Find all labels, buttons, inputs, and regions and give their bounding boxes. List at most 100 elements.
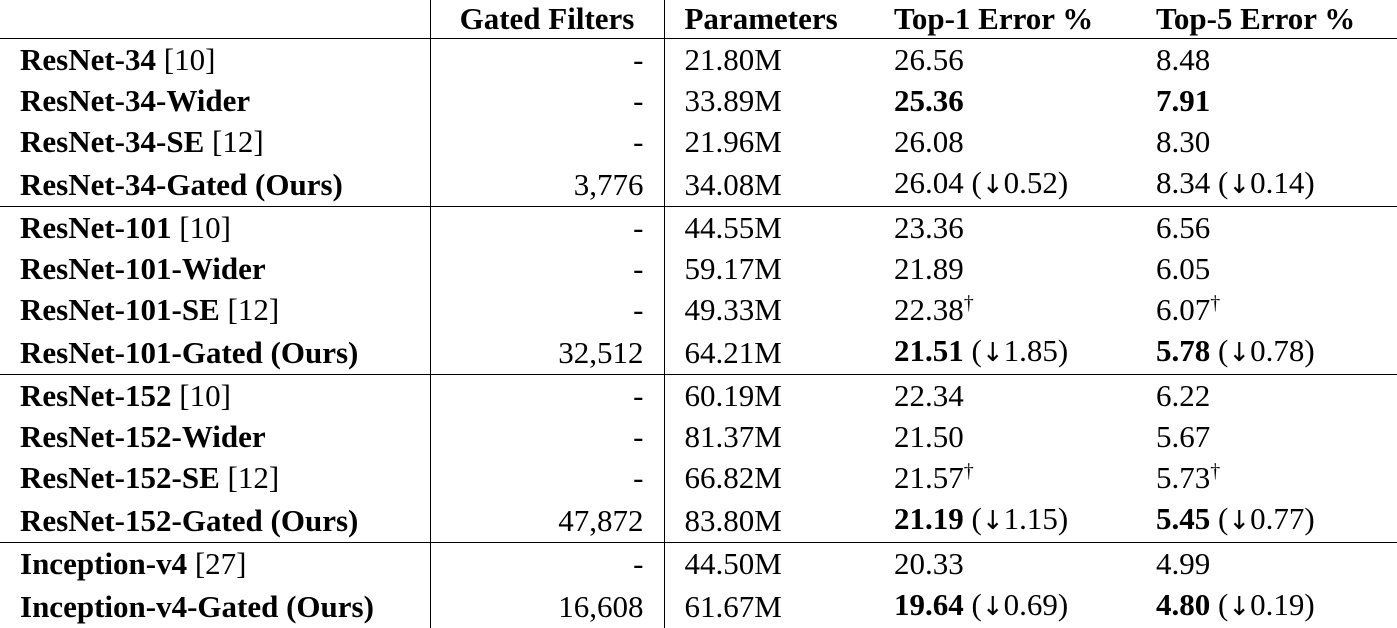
down-arrow-icon: ↓ [1228,338,1250,368]
model-citation: [10] [172,378,231,413]
model-name: ResNet-34-SE [20,124,204,159]
gated-filters-cell: 3,776 [430,162,664,207]
gated-filters-cell: - [430,39,664,81]
model-cell: Inception-v4-Gated (Ours) [0,584,430,628]
dagger-mark: † [1210,460,1220,482]
top5-error-cell: 8.34 (↓0.14) [1136,162,1397,207]
parameters-cell: 64.21M [664,330,874,375]
model-cell: ResNet-34-Gated (Ours) [0,162,430,207]
gated-filters-cell: - [430,416,664,457]
top5-error-cell-value: 5.45 [1156,501,1210,536]
top5-error-cell-value: 6.56 [1156,210,1210,245]
down-arrow-icon: ↓ [1228,170,1250,200]
top5-error-cell: 7.91 [1136,80,1397,121]
model-citation: [12] [220,292,279,327]
header-gated-filters: Gated Filters [430,0,664,39]
top5-error-cell-value: 4.80 [1156,587,1210,622]
model-name: ResNet-101-Gated (Ours) [20,335,358,370]
top1-error-cell-delta: 1.85 [1004,333,1058,368]
top1-error-cell: 26.56 [874,39,1136,81]
dagger-mark: † [1210,292,1220,314]
header-model [0,0,430,39]
top1-error-cell: 23.36 [874,207,1136,249]
model-cell: ResNet-34 [10] [0,39,430,81]
dagger-mark: † [964,292,974,314]
top1-error-cell-value: 26.08 [894,124,964,159]
gated-filters-cell: - [430,248,664,289]
down-arrow-icon: ↓ [982,170,1004,200]
model-citation: [10] [156,42,215,77]
gated-filters-cell: 47,872 [430,498,664,543]
model-name: ResNet-34-Wider [20,83,250,118]
down-arrow-icon: ↓ [982,506,1004,536]
top5-error-cell-value: 5.67 [1156,419,1210,454]
top1-error-cell: 22.34 [874,375,1136,417]
top1-error-cell: 21.19 (↓1.15) [874,498,1136,543]
model-name: Inception-v4-Gated (Ours) [20,589,374,624]
top5-error-cell-value: 5.78 [1156,333,1210,368]
parameters-cell: 60.19M [664,375,874,417]
top1-error-cell-value: 19.64 [894,587,964,622]
top5-error-cell: 8.30 [1136,121,1397,162]
top1-error-cell-value: 26.04 [894,165,964,200]
top5-error-cell-value: 7.91 [1156,83,1210,118]
top5-error-cell-value: 5.73 [1156,460,1210,495]
top5-error-cell-delta: 0.78 [1250,333,1304,368]
top1-error-cell: 22.38† [874,289,1136,330]
top5-error-cell-delta: 0.19 [1250,587,1304,622]
gated-filters-cell: 32,512 [430,330,664,375]
top5-error-cell: 4.99 [1136,543,1397,585]
top5-error-cell: 4.80 (↓0.19) [1136,584,1397,628]
model-citation: [12] [220,460,279,495]
top1-error-cell-value: 22.38 [894,292,964,327]
parameters-cell: 83.80M [664,498,874,543]
top1-error-cell-value: 26.56 [894,42,964,77]
top1-error-cell-value: 25.36 [894,83,964,118]
top5-error-cell-value: 8.34 [1156,165,1210,200]
parameters-cell: 21.96M [664,121,874,162]
parameters-cell: 49.33M [664,289,874,330]
top5-error-cell-value: 6.22 [1156,378,1210,413]
down-arrow-icon: ↓ [982,592,1004,622]
top5-error-cell-value: 6.07 [1156,292,1210,327]
top1-error-cell: 21.51 (↓1.85) [874,330,1136,375]
top1-error-cell-value: 21.89 [894,251,964,286]
top5-error-cell: 5.73† [1136,457,1397,498]
model-cell: ResNet-152-SE [12] [0,457,430,498]
parameters-cell: 34.08M [664,162,874,207]
down-arrow-icon: ↓ [1228,506,1250,536]
down-arrow-icon: ↓ [1228,592,1250,622]
top5-error-cell: 6.22 [1136,375,1397,417]
top5-error-cell: 6.05 [1136,248,1397,289]
model-cell: ResNet-152-Gated (Ours) [0,498,430,543]
parameters-cell: 61.67M [664,584,874,628]
gated-filters-cell: - [430,375,664,417]
top1-error-cell: 26.04 (↓0.52) [874,162,1136,207]
model-cell: Inception-v4 [27] [0,543,430,585]
top1-error-cell: 20.33 [874,543,1136,585]
top1-error-cell: 21.57† [874,457,1136,498]
parameters-cell: 44.50M [664,543,874,585]
parameters-cell: 66.82M [664,457,874,498]
parameters-cell: 59.17M [664,248,874,289]
top1-error-cell-value: 21.57 [894,460,964,495]
model-cell: ResNet-152 [10] [0,375,430,417]
top1-error-cell: 19.64 (↓0.69) [874,584,1136,628]
model-name: ResNet-101-SE [20,292,220,327]
model-citation: [10] [172,210,231,245]
model-cell: ResNet-101 [10] [0,207,430,249]
top5-error-cell: 8.48 [1136,39,1397,81]
model-name: ResNet-152-Wider [20,419,266,454]
model-cell: ResNet-34-Wider [0,80,430,121]
model-cell: ResNet-34-SE [12] [0,121,430,162]
model-name: ResNet-34 [20,42,156,77]
gated-filters-cell: - [430,457,664,498]
